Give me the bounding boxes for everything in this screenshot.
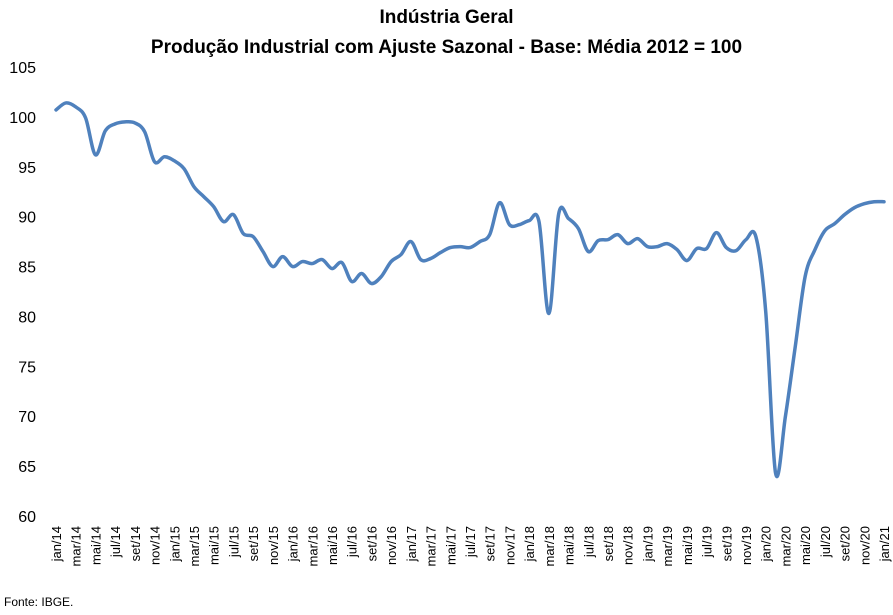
x-tick-label: jul/17 [463,526,478,558]
x-tick-label: jan/15 [167,526,182,562]
x-tick-label: jul/16 [345,526,360,558]
source-note: Fonte: IBGE. [4,595,74,609]
x-tick-label: nov/17 [502,526,517,565]
x-tick-label: jul/20 [818,526,833,558]
x-tick-label: mar/20 [778,526,793,566]
x-tick-label: mar/15 [187,526,202,566]
x-tick-label: mai/14 [88,526,103,565]
y-tick-label: 70 [18,409,36,426]
x-tick-label: nov/18 [621,526,636,565]
y-tick-label: 95 [18,160,36,177]
x-tick-label: nov/20 [857,526,872,565]
x-tick-label: jan/17 [404,526,419,562]
x-tick-label: jan/14 [49,526,64,562]
x-tick-label: mai/19 [680,526,695,565]
x-tick-label: set/15 [246,526,261,561]
y-tick-label: 75 [18,359,36,376]
x-tick-label: mai/20 [798,526,813,565]
x-tick-label: set/16 [364,526,379,561]
x-tick-label: jan/18 [522,526,537,562]
x-tick-label: jan/21 [877,526,892,562]
x-tick-label: nov/14 [148,526,163,565]
y-tick-label: 80 [18,309,36,326]
x-tick-label: mar/14 [69,526,84,566]
y-tick-label: 60 [18,509,36,526]
x-tick-label: mar/16 [305,526,320,566]
x-tick-label: jan/16 [286,526,301,562]
x-tick-label: set/19 [719,526,734,561]
x-axis: jan/14 mar/14 mai/14 jul/14 set/14 nov/14 jan/… [49,526,892,566]
series-line [54,101,886,479]
x-tick-label: mar/17 [424,526,439,566]
series-layer [54,101,886,479]
y-tick-label: 65 [18,459,36,476]
x-tick-label: set/17 [483,526,498,561]
x-tick-label: set/18 [601,526,616,561]
y-tick-label: 90 [18,210,36,227]
chart-subtitle: Produção Industrial com Ajuste Sazonal -… [150,37,743,58]
x-tick-label: jul/14 [108,526,123,558]
y-tick-label: 100 [9,110,36,127]
y-tick-label: 85 [18,260,36,277]
x-tick-label: jul/19 [700,526,715,558]
y-axis: 60 65 70 75 80 85 90 95 100 105 [9,60,36,526]
x-tick-label: jul/15 [226,526,241,558]
x-tick-label: jan/19 [640,526,655,562]
y-tick-label: 105 [9,60,36,77]
chart-title: Indústria Geral [379,7,514,28]
x-tick-label: jul/18 [581,526,596,558]
x-tick-label: set/14 [128,526,143,561]
x-tick-label: mar/19 [660,526,675,566]
x-tick-label: nov/15 [266,526,281,565]
x-tick-label: nov/16 [384,526,399,565]
x-tick-label: jan/20 [759,526,774,562]
x-tick-label: set/20 [838,526,853,561]
x-tick-label: mai/15 [207,526,222,565]
x-tick-label: mar/18 [542,526,557,566]
x-tick-label: mai/16 [325,526,340,565]
x-tick-label: nov/19 [739,526,754,565]
x-tick-label: mai/18 [562,526,577,565]
x-tick-label: mai/17 [443,526,458,565]
